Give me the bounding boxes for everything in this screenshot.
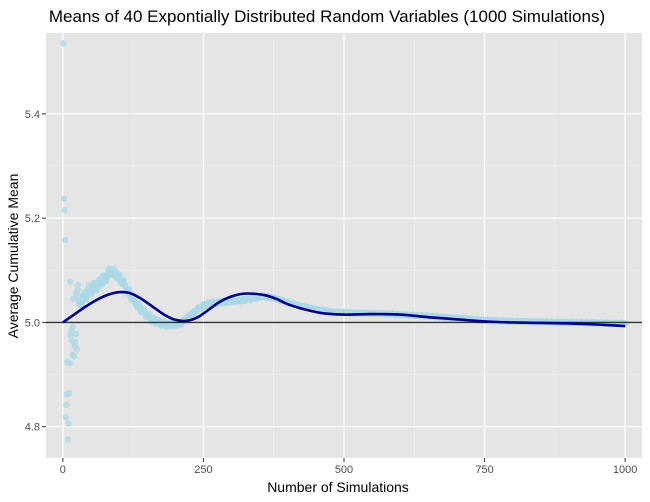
scatter-point [73,346,81,353]
scatter-point [60,195,68,203]
x-axis-ticks: 0 250 500 750 1000 [60,458,637,476]
scatter-point [66,278,74,285]
y-axis-ticks: 4.8 5.0 5.2 5.4 [25,109,46,434]
scatter-point [65,420,72,427]
scatter-point [67,332,74,339]
x-tick-label: 250 [194,464,212,476]
scatter-point [74,281,82,289]
scatter-point [62,414,69,421]
scatter-point [70,353,78,360]
x-tick-label: 500 [335,464,353,476]
scatter-point [61,236,69,244]
scatter-point [65,390,73,397]
scatter-point [61,207,68,214]
y-tick-label: 4.8 [25,422,40,434]
chart-title: Means of 40 Expontially Distributed Rand… [49,7,605,26]
scatter-point [66,359,73,367]
scatter-point [70,295,77,303]
x-tick-label: 0 [60,464,66,476]
x-axis-title: Number of Simulations [267,479,409,495]
x-tick-label: 750 [475,464,493,476]
smooth-line [62,290,626,328]
scatter-point [64,436,72,443]
y-tick-label: 5.0 [25,317,40,329]
scatter-point [74,286,81,294]
x-tick-label: 1000 [613,464,637,476]
y-tick-label: 5.4 [25,109,40,121]
scatter-point [72,330,80,338]
y-axis-title: Average Cumulative Mean [5,174,21,339]
scatter-point [69,323,77,330]
scatter-point [72,339,79,346]
scatter-point [63,401,70,409]
scatter-point [60,40,67,47]
scatter-point [88,291,95,298]
y-tick-label: 5.2 [25,213,40,225]
